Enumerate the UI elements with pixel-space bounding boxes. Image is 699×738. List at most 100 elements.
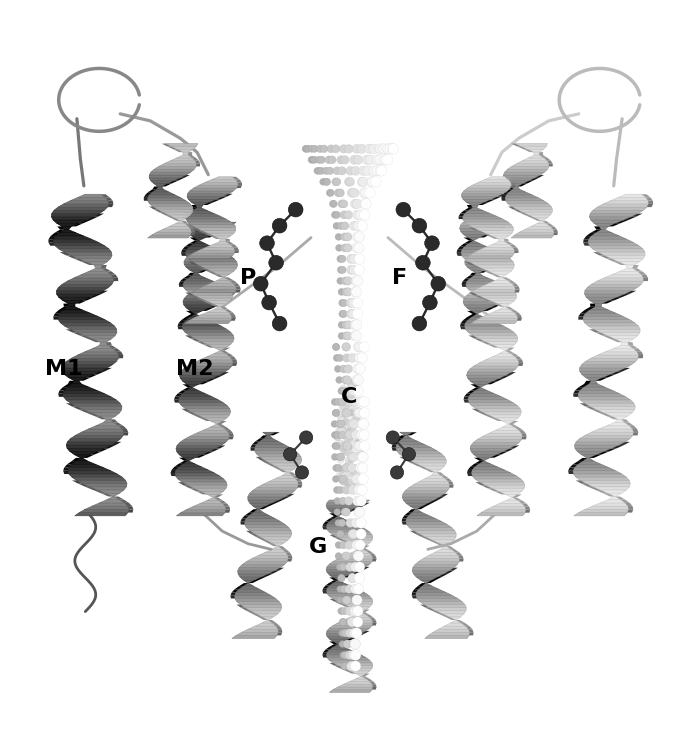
Circle shape [346, 444, 351, 449]
Polygon shape [71, 355, 118, 358]
Polygon shape [207, 497, 219, 500]
Polygon shape [85, 487, 98, 490]
Circle shape [372, 166, 382, 176]
Circle shape [359, 342, 370, 352]
Polygon shape [484, 271, 495, 275]
Polygon shape [189, 262, 198, 265]
Polygon shape [326, 506, 361, 508]
Polygon shape [264, 435, 273, 438]
Circle shape [347, 398, 355, 406]
Polygon shape [405, 518, 442, 522]
Circle shape [347, 457, 352, 461]
Circle shape [388, 144, 398, 154]
Polygon shape [178, 390, 187, 393]
Polygon shape [161, 144, 171, 146]
Circle shape [345, 584, 354, 593]
Polygon shape [178, 482, 187, 485]
Circle shape [345, 415, 352, 422]
Polygon shape [575, 445, 619, 448]
Circle shape [403, 448, 415, 461]
Polygon shape [250, 531, 291, 534]
Circle shape [338, 420, 345, 428]
Polygon shape [196, 430, 229, 433]
Circle shape [339, 404, 345, 410]
Polygon shape [235, 599, 279, 601]
Polygon shape [474, 458, 484, 461]
Polygon shape [573, 468, 616, 471]
Polygon shape [272, 500, 283, 503]
Polygon shape [499, 306, 510, 309]
Polygon shape [113, 277, 118, 281]
Circle shape [340, 652, 347, 658]
Polygon shape [226, 225, 236, 228]
Polygon shape [82, 297, 94, 300]
Circle shape [361, 199, 371, 209]
Polygon shape [260, 537, 291, 540]
Polygon shape [178, 396, 218, 399]
Polygon shape [405, 512, 412, 515]
Circle shape [350, 221, 359, 230]
Polygon shape [183, 320, 215, 323]
Polygon shape [464, 210, 490, 213]
Polygon shape [190, 311, 202, 314]
Polygon shape [53, 220, 86, 223]
Polygon shape [238, 574, 268, 577]
Polygon shape [608, 497, 621, 500]
Circle shape [351, 276, 361, 286]
Polygon shape [599, 255, 611, 258]
Polygon shape [416, 589, 446, 593]
Polygon shape [464, 244, 487, 246]
Polygon shape [607, 336, 637, 339]
Circle shape [344, 379, 353, 387]
Polygon shape [186, 314, 196, 317]
Polygon shape [338, 684, 373, 687]
Polygon shape [52, 217, 93, 220]
Polygon shape [187, 191, 233, 193]
Polygon shape [619, 194, 646, 198]
Polygon shape [183, 152, 189, 155]
Polygon shape [68, 277, 114, 281]
Circle shape [344, 462, 351, 469]
Polygon shape [578, 390, 619, 393]
Polygon shape [514, 232, 554, 235]
Circle shape [339, 475, 347, 483]
Circle shape [385, 144, 396, 154]
Polygon shape [391, 448, 396, 451]
Circle shape [353, 398, 359, 404]
Polygon shape [580, 400, 634, 403]
Polygon shape [579, 403, 590, 407]
Polygon shape [66, 255, 78, 258]
Polygon shape [92, 413, 120, 416]
Circle shape [336, 409, 341, 413]
Polygon shape [185, 253, 230, 256]
Circle shape [343, 409, 351, 417]
Polygon shape [414, 481, 449, 485]
Circle shape [343, 463, 348, 469]
Polygon shape [250, 503, 272, 506]
Polygon shape [222, 299, 233, 302]
Polygon shape [327, 564, 370, 567]
Polygon shape [202, 452, 213, 455]
Polygon shape [396, 451, 442, 454]
Circle shape [354, 353, 364, 363]
Polygon shape [461, 196, 498, 199]
Polygon shape [475, 265, 514, 268]
Circle shape [344, 390, 351, 396]
Polygon shape [568, 471, 573, 474]
Polygon shape [236, 589, 265, 593]
Polygon shape [459, 216, 463, 219]
Polygon shape [468, 317, 490, 320]
Polygon shape [329, 532, 372, 535]
Polygon shape [590, 407, 635, 410]
Polygon shape [413, 565, 457, 568]
Circle shape [346, 432, 351, 436]
Polygon shape [66, 442, 117, 445]
Polygon shape [180, 375, 219, 378]
Polygon shape [461, 281, 467, 284]
Polygon shape [206, 244, 233, 247]
Polygon shape [182, 213, 188, 216]
Polygon shape [231, 596, 235, 599]
Polygon shape [66, 445, 111, 448]
Polygon shape [473, 250, 514, 253]
Polygon shape [152, 187, 158, 190]
